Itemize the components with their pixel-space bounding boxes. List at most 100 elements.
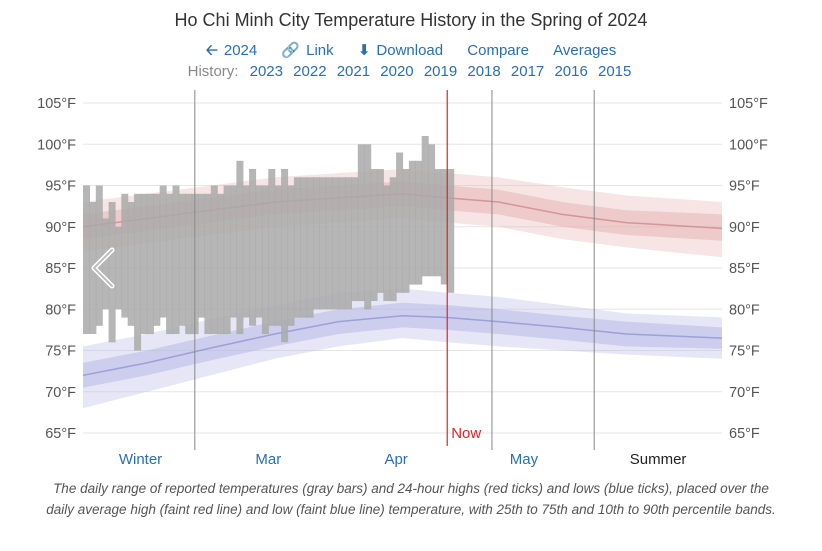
history-year-link[interactable]: 2019 <box>423 63 458 80</box>
history-year-link[interactable]: 2015 <box>598 63 632 80</box>
history-year-link[interactable]: 2017 <box>510 63 545 80</box>
history-year-link[interactable]: 2022 <box>293 63 327 80</box>
download-link[interactable]: ⬇ Download <box>358 42 443 59</box>
daily-range-bar <box>172 185 180 334</box>
daily-range-bar <box>210 185 218 334</box>
season-dividers: Now <box>194 90 595 450</box>
daily-range-bar <box>274 185 282 326</box>
daily-range-bar <box>357 144 365 302</box>
chevron-left-icon[interactable] <box>91 247 115 289</box>
daily-range-bar <box>166 193 174 335</box>
y-tick-label-left: 65°F <box>45 426 76 442</box>
x-axis-labels: Winter Mar Apr May Summer <box>119 451 687 468</box>
daily-range-bar <box>121 193 129 318</box>
y-tick-label-left: 75°F <box>45 344 76 360</box>
season-label[interactable]: Winter <box>119 451 162 468</box>
y-tick-label-right: 100°F <box>729 137 768 153</box>
daily-range-bar <box>287 185 295 326</box>
now-label: Now <box>451 425 481 442</box>
low-band-25-75 <box>83 302 722 388</box>
low-average-line <box>82 315 723 377</box>
daily-range-bar <box>249 169 257 326</box>
daily-range-bar <box>383 185 391 301</box>
y-tick-label-right: 70°F <box>729 385 760 401</box>
history-year-link[interactable]: 2016 <box>554 63 588 80</box>
daily-range-bar <box>396 152 404 293</box>
y-tick-label-right: 75°F <box>729 344 760 360</box>
y-tick-label-left: 80°F <box>45 302 76 318</box>
daily-range-bar <box>108 202 116 343</box>
daily-range-bar <box>415 160 423 285</box>
y-tick-label-right: 65°F <box>729 426 760 442</box>
daily-range-bar <box>198 193 205 318</box>
month-label[interactable]: May <box>510 451 539 468</box>
link-link[interactable]: 🔗 Link <box>281 42 333 59</box>
daily-range-bar <box>242 185 250 318</box>
daily-range-bar <box>300 177 308 318</box>
daily-range-bar <box>134 193 142 351</box>
y-tick-label-left: 100°F <box>37 137 76 153</box>
y-tick-label-left: 70°F <box>45 385 76 401</box>
daily-range-bar <box>230 185 237 318</box>
daily-range-bar <box>389 177 397 302</box>
history-year-link[interactable]: 2023 <box>249 63 283 80</box>
link-label: Link <box>306 42 334 59</box>
daily-range-bar <box>255 185 263 318</box>
daily-range-bar <box>351 177 359 302</box>
y-tick-label-left: 90°F <box>45 220 76 236</box>
daily-range-bar <box>83 185 90 334</box>
daily-range-bar <box>102 218 110 310</box>
back-year-link[interactable]: 🡠 2024 <box>206 42 258 59</box>
month-label[interactable]: Mar <box>255 451 281 468</box>
daily-range-bar <box>281 169 289 343</box>
daily-range-bar <box>140 193 148 335</box>
history-row: History: 2023 2022 2021 2020 2019 2018 2… <box>0 63 822 80</box>
daily-range-bar <box>428 144 436 277</box>
daily-range-bar <box>146 193 154 335</box>
daily-range-bars <box>83 136 455 351</box>
y-tick-label-left: 105°F <box>37 96 76 112</box>
daily-range-bar <box>421 136 429 277</box>
daily-range-bar <box>95 185 103 326</box>
daily-range-bar <box>223 185 231 334</box>
daily-range-bar <box>345 177 352 310</box>
download-icon: ⬇ <box>357 42 371 59</box>
y-tick-label-left: 85°F <box>45 261 76 277</box>
page-title: Ho Chi Minh City Temperature History in … <box>174 10 648 30</box>
daily-range-bar <box>185 193 193 335</box>
daily-range-bar <box>127 202 135 326</box>
history-label: History: <box>187 63 239 80</box>
daily-range-bar <box>159 185 167 318</box>
history-year-link[interactable]: 2020 <box>380 63 414 80</box>
daily-range-bar <box>434 169 442 277</box>
month-label[interactable]: Apr <box>384 451 407 468</box>
y-tick-label-right: 95°F <box>729 179 760 195</box>
compare-link[interactable]: Compare <box>467 42 529 59</box>
arrow-left-icon: 🡠 <box>205 42 218 59</box>
back-year-label: 2024 <box>223 42 258 59</box>
daily-range-bar <box>153 193 161 326</box>
daily-range-bar <box>370 169 378 301</box>
y-tick-label-right: 90°F <box>729 220 760 236</box>
averages-link[interactable]: Averages <box>553 42 617 59</box>
history-year-link[interactable]: 2018 <box>467 63 501 80</box>
daily-range-bar <box>217 193 225 335</box>
daily-range-bar <box>402 169 410 293</box>
history-year-link[interactable]: 2021 <box>336 63 371 80</box>
season-label[interactable]: Summer <box>630 451 687 468</box>
daily-range-bar <box>178 193 186 326</box>
daily-range-bar <box>332 177 340 310</box>
daily-range-bar <box>306 177 314 318</box>
y-tick-label-left: 95°F <box>45 179 76 195</box>
nav-row: 🡠 2024 🔗 Link ⬇ Download Compare Averages <box>0 40 822 65</box>
daily-range-bar <box>325 177 333 310</box>
daily-range-bar <box>293 177 301 318</box>
daily-range-bar <box>261 185 269 334</box>
y-tick-label-right: 80°F <box>729 302 760 318</box>
chart-caption: The daily range of reported temperatures… <box>46 481 776 517</box>
chain-link-icon: 🔗 <box>281 42 301 59</box>
y-axis-labels: 65°F 65°F 70°F 70°F 75°F 75°F 80°F 80°F 85°F 85°F… <box>37 96 768 442</box>
daily-range-bar <box>204 193 212 335</box>
daily-range-bar <box>313 177 320 310</box>
daily-range-bar <box>338 177 346 310</box>
